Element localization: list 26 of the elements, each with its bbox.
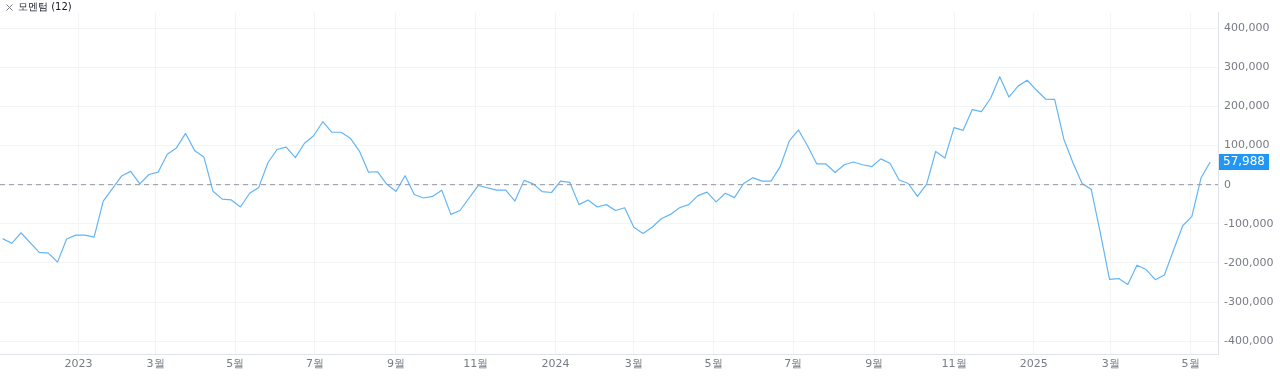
x-tick-label: 9월 — [865, 357, 884, 371]
x-tick-label: 3월 — [146, 357, 165, 371]
y-tick-label: 400,000 — [1224, 21, 1270, 35]
x-tick-label: 3월 — [1101, 357, 1120, 371]
x-tick-label: 2024 — [541, 357, 570, 371]
y-tick-label: -400,000 — [1224, 333, 1274, 347]
y-tick-label: 200,000 — [1224, 99, 1270, 113]
x-tick-label: 7월 — [305, 357, 324, 371]
y-tick-label: -100,000 — [1224, 216, 1274, 230]
x-tick-label: 3월 — [624, 357, 643, 371]
y-tick-label: 300,000 — [1224, 60, 1270, 74]
x-tick-label: 11월 — [941, 357, 967, 371]
x-tick-label: 5월 — [704, 357, 723, 371]
y-tick-label: 0 — [1224, 177, 1231, 191]
x-tick-label: 9월 — [386, 357, 405, 371]
x-tick-label: 2025 — [1019, 357, 1048, 371]
annotation: 57,988 — [1223, 154, 1265, 169]
x-tick-label: 11월 — [463, 357, 489, 371]
y-tick-label: -300,000 — [1224, 294, 1274, 308]
x-tick-label: 7월 — [784, 357, 803, 371]
y-tick-label: -200,000 — [1224, 255, 1274, 269]
x-tick-label: 5월 — [1181, 357, 1200, 371]
x-tick-label: 5월 — [226, 357, 245, 371]
x-tick-label: 2023 — [64, 357, 93, 371]
y-tick-label: 100,000 — [1224, 138, 1270, 152]
chart-title: 모멘텀 (12) — [18, 0, 72, 14]
